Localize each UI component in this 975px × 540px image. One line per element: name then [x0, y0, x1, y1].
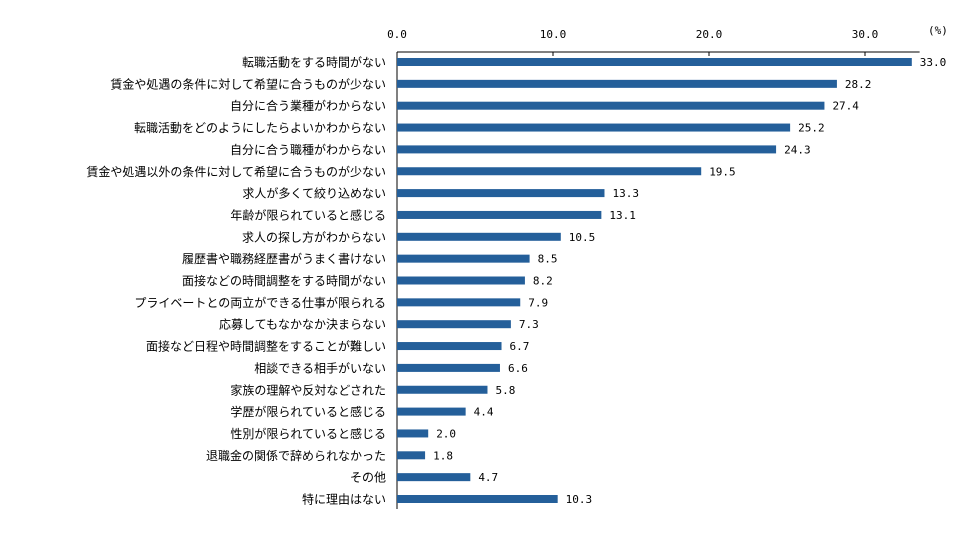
x-tick-label: 30.0 [852, 28, 879, 41]
value-label: 24.3 [784, 143, 811, 156]
bar [397, 320, 511, 329]
value-label: 8.2 [533, 275, 553, 288]
category-label: 応募してもなかなか決まらない [219, 318, 386, 332]
bar [397, 276, 525, 285]
value-label: 4.7 [478, 471, 498, 484]
value-label: 13.1 [609, 209, 636, 222]
value-label: 4.4 [474, 406, 494, 419]
value-label: 10.3 [566, 493, 593, 506]
value-label: 10.5 [569, 231, 596, 244]
unit-label: (%) [928, 24, 948, 37]
bar [397, 407, 466, 416]
bar [397, 189, 605, 198]
x-tick-label: 0.0 [387, 28, 407, 41]
bar [397, 210, 602, 219]
category-label: 自分に合う職種がわからない [230, 142, 386, 157]
bar [397, 79, 837, 88]
bar [397, 473, 471, 482]
category-label: 性別が限られていると感じる [230, 426, 386, 441]
bar [397, 123, 791, 132]
value-label: 1.8 [433, 449, 453, 462]
category-label: 賃金や処遇以外の条件に対して希望に合うものが少ない [86, 164, 386, 179]
value-label: 2.0 [436, 427, 456, 440]
category-label: 退職金の関係で辞められなかった [206, 448, 386, 463]
bar [397, 342, 502, 351]
category-label: 年齢が限られていると感じる [230, 207, 386, 222]
bar [397, 145, 777, 154]
value-label: 7.3 [519, 318, 539, 331]
value-label: 28.2 [845, 78, 872, 91]
category-label: 求人の探し方がわからない [242, 229, 386, 244]
category-label: 面接などの時間調整をする時間がない [182, 273, 386, 288]
bar [397, 429, 429, 438]
category-label: プライベートとの両立ができる仕事が限られる [134, 295, 386, 310]
value-label: 8.5 [538, 253, 558, 266]
bar [397, 495, 558, 503]
category-label: 学歴が限られていると感じる [230, 404, 386, 419]
value-label: 7.9 [528, 296, 548, 309]
bar [397, 167, 702, 176]
category-label: 特に理由はない [302, 492, 386, 507]
bar [397, 101, 825, 110]
x-tick-label: 10.0 [540, 28, 567, 41]
bar [397, 451, 426, 460]
x-tick-label: 20.0 [696, 28, 723, 41]
category-label: 賃金や処遇の条件に対して希望に合うものが少ない [110, 76, 386, 91]
bar [397, 298, 521, 307]
bar [397, 385, 488, 394]
bar [397, 254, 530, 263]
category-label: 求人が多くて絞り込めない [242, 186, 386, 201]
value-label: 5.8 [495, 384, 515, 397]
value-label: 6.6 [508, 362, 528, 375]
category-label: 相談できる相手がいない [254, 360, 386, 375]
category-label: 面接など日程や時間調整をすることが難しい [146, 339, 386, 354]
value-label: 33.0 [920, 56, 947, 69]
bar [397, 58, 912, 66]
value-label: 27.4 [832, 100, 859, 113]
bar [397, 232, 561, 241]
category-label: 転職活動をする時間がない [242, 55, 386, 70]
category-label: 履歴書や職務経歴書がうまく書けない [182, 251, 386, 266]
value-label: 13.3 [612, 187, 639, 200]
bar [397, 363, 500, 372]
category-label: 自分に合う業種がわからない [230, 98, 386, 113]
value-label: 6.7 [510, 340, 530, 353]
category-label: 転職活動をどのようにしたらよいかわからない [134, 121, 386, 135]
value-label: 19.5 [709, 165, 736, 178]
value-label: 25.2 [798, 122, 825, 135]
category-label: 家族の理解や反対などされた [230, 382, 386, 397]
category-label: その他 [350, 471, 386, 485]
